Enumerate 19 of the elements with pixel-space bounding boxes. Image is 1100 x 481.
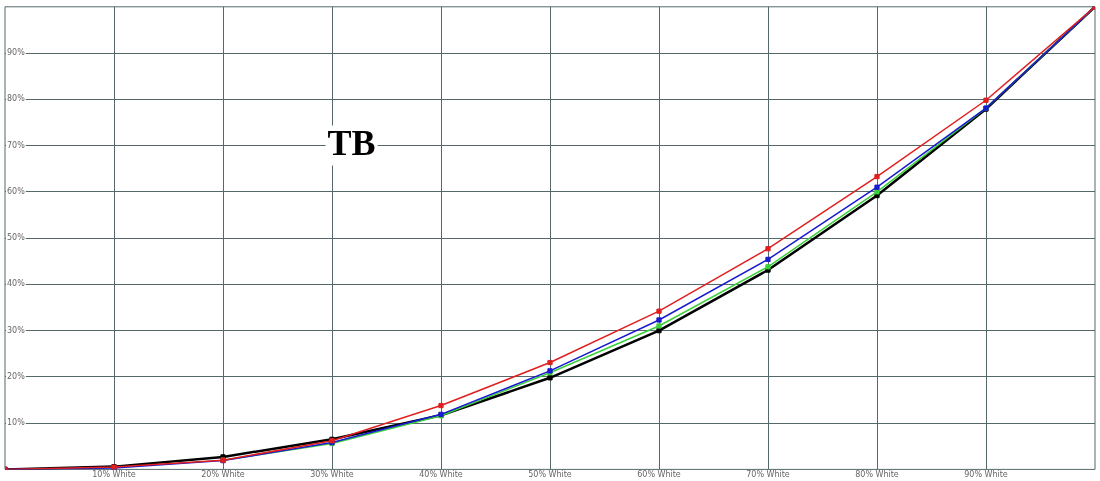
y-tick-label: 10% xyxy=(7,418,26,428)
x-tick-label: 70% White xyxy=(746,470,790,480)
text: TB xyxy=(327,122,376,163)
y-tick-label: 80% xyxy=(7,94,26,104)
y-tick-label: 70% xyxy=(7,140,26,150)
y-tick-label: 60% xyxy=(7,186,26,196)
x-tick-label: 50% White xyxy=(528,470,572,480)
x-tick-label: 10% White xyxy=(92,470,136,480)
x-tick-label: 30% White xyxy=(310,470,354,480)
x-tick-label: 90% White xyxy=(964,470,1008,480)
x-tick-label: 80% White xyxy=(855,470,899,480)
y-tick-label: 50% xyxy=(7,233,26,243)
y-tick-label: 30% xyxy=(7,325,26,335)
y-tick-label: 20% xyxy=(7,371,26,381)
x-tick-label: 20% White xyxy=(201,470,245,480)
y-tick-label: 90% xyxy=(7,48,26,58)
y-tick-label: 40% xyxy=(7,279,26,289)
x-tick-label: 40% White xyxy=(419,470,463,480)
x-tick-label: 60% White xyxy=(637,470,681,480)
